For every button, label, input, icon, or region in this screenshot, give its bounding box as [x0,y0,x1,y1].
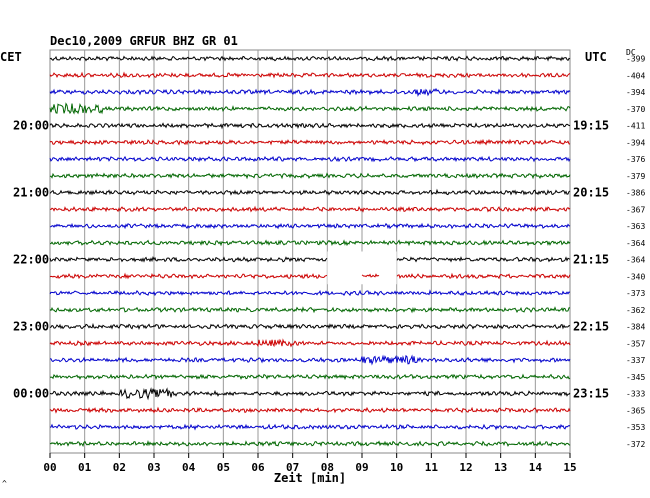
dc-offset-label: -345 [626,373,645,382]
trace-line [49,423,571,431]
left-time-label: 22:00 [13,253,49,267]
dc-label: DC [626,48,636,57]
dc-offset-label: -379 [626,172,645,181]
trace-line [49,306,571,314]
dc-offset-label: -357 [626,339,645,348]
trace-line [49,338,571,348]
plot-frame [49,49,571,454]
x-tick-label: 07 [286,461,299,474]
x-tick-label: 09 [355,461,368,474]
x-tick-label: 05 [217,461,230,474]
x-tick-label: 14 [529,461,543,474]
x-axis-label: Zeit [min] [274,471,346,485]
x-tick-label: 10 [390,461,403,474]
dc-offset-label: -362 [626,306,645,315]
corner-mark: ^ [2,479,7,488]
seismic-traces [49,55,571,447]
dc-offset-label: -337 [626,356,645,365]
trace-line [361,273,380,278]
trace-line [396,272,571,280]
trace-line [49,322,571,330]
dc-offset-label: -404 [626,71,645,80]
trace-line [49,272,328,280]
left-time-label: 21:00 [13,186,49,200]
trace-line [49,55,571,62]
dc-offset-label: -373 [626,289,645,298]
trace-line [49,122,571,130]
dc-offset-label: -363 [626,222,645,231]
dc-offset-label: -394 [626,88,645,97]
x-tick-label: 01 [78,461,92,474]
left-time-label: 00:00 [13,387,49,401]
trace-line [396,256,571,263]
data-gaps [327,251,397,285]
trace-line [49,406,571,414]
trace-line [49,289,571,297]
dc-offset-label: -376 [626,155,645,164]
x-tick-label: 00 [43,461,56,474]
trace-line [49,188,571,196]
dc-offset-label: -384 [626,323,645,332]
trace-line [49,373,571,381]
left-timezone-label: CET [0,50,22,64]
right-time-label: 23:15 [573,387,609,401]
x-tick-label: 12 [459,461,472,474]
dc-offset-label: -333 [626,390,645,399]
time-labels: -399 -404 -394 -370 -411 -394 -376 -379 -386 -367… [13,55,645,449]
right-time-label: 22:15 [573,320,609,334]
trace-line [49,255,328,263]
x-tick-label: 08 [321,461,334,474]
x-tick-label: 04 [182,461,196,474]
trace-line [49,205,571,213]
dc-offset-label: -370 [626,105,645,114]
x-tick-label: 13 [494,461,507,474]
x-axis-ticks: 00 01 02 03 04 05 06 07 08 09 10 11 12 13 14 15 [43,453,577,474]
dc-offset-label: -364 [626,256,645,265]
trace-line [49,387,571,401]
dc-offset-label: -353 [626,423,645,432]
dc-offset-label: -364 [626,239,645,248]
left-time-label: 23:00 [13,320,49,334]
dc-offset-label: -411 [626,122,645,131]
trace-line [49,87,571,98]
trace-line [49,354,571,366]
left-time-label: 20:00 [13,119,49,133]
trace-line [49,138,571,146]
data-gap [327,251,397,285]
right-timezone-label: UTC [585,50,607,64]
dc-offset-label: -386 [626,189,645,198]
x-tick-label: 11 [425,461,439,474]
trace-line [49,172,571,180]
trace-line [49,222,571,230]
dc-offset-label: -365 [626,406,645,415]
dc-offset-label: -399 [626,55,645,64]
trace-line [49,71,571,79]
x-tick-label: 02 [113,461,126,474]
x-tick-label: 03 [147,461,160,474]
trace-line [49,440,571,447]
trace-line [49,155,571,163]
trace-line [49,102,571,115]
right-time-label: 21:15 [573,253,609,267]
trace-line [50,239,571,247]
plot-title: Dec10,2009 GRFUR BHZ GR 01 [50,34,238,48]
right-time-label: 20:15 [573,186,609,200]
x-tick-label: 06 [251,461,265,474]
x-tick-label: 15 [563,461,576,474]
minute-grid [84,50,536,453]
dc-offset-label: -372 [626,440,645,449]
dc-offset-label: -340 [626,272,645,281]
dc-offset-label: -394 [626,138,645,147]
dc-offset-label: -367 [626,205,645,214]
right-time-label: 19:15 [573,119,609,133]
